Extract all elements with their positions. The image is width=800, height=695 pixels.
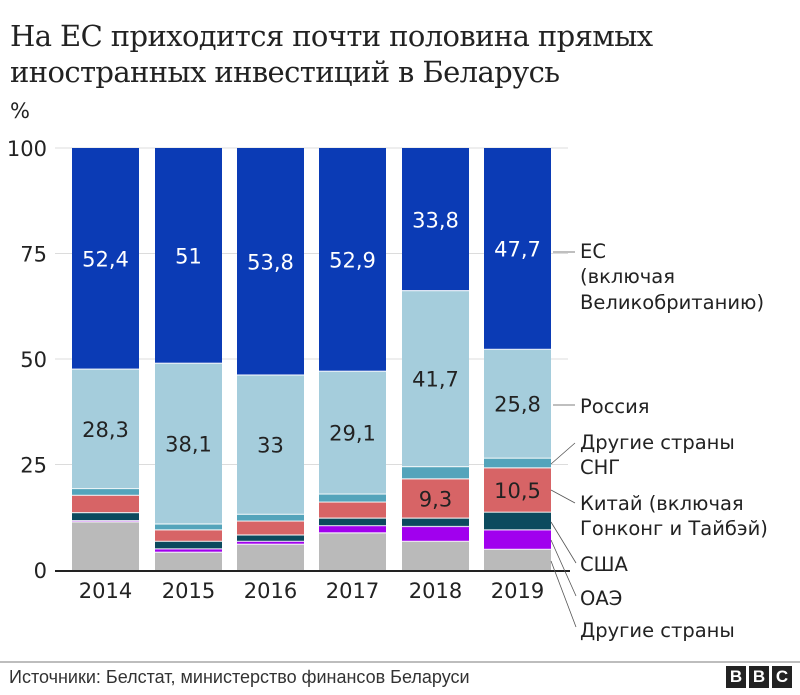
data-label: 29,1: [329, 422, 376, 446]
bar-segment: [402, 518, 469, 527]
bar-segment: [155, 541, 222, 549]
legend-label: Гонконг и Тайбэй): [580, 517, 768, 540]
data-label: 25,8: [494, 393, 541, 417]
bar-segment: [484, 349, 551, 459]
legend-label: Другие страны: [580, 619, 735, 642]
axes: 0 25 50 75 100 2014 2015 2016 2017 2018 2019: [7, 137, 570, 603]
data-label: 53,8: [247, 251, 294, 275]
x-tick-label: 2015: [162, 579, 215, 603]
bar-segment: [319, 148, 386, 372]
bar-segment: [402, 290, 469, 467]
legend-label: (включая: [580, 265, 675, 288]
legend-label: ОАЭ: [580, 587, 622, 610]
data-label: 33,8: [412, 208, 459, 232]
legend-label: США: [580, 553, 628, 576]
legend-label: Россия: [580, 395, 650, 418]
bar-segment: [237, 544, 304, 570]
legend-connector: [550, 442, 576, 465]
y-tick-label: 75: [20, 243, 47, 267]
bar-segment: [319, 494, 386, 503]
bars: [72, 148, 551, 570]
legend-label: Другие страны: [580, 431, 735, 454]
data-label: 9,3: [419, 487, 452, 511]
bar-segment: [237, 514, 304, 522]
data-label: 47,7: [494, 238, 541, 262]
bar-segment: [155, 148, 222, 364]
bar-segment: [237, 148, 304, 376]
bar-segment: [155, 524, 222, 530]
legend-label: СНГ: [580, 456, 620, 479]
x-tick-label: 2017: [326, 579, 379, 603]
legend-connector: [550, 539, 577, 597]
bar-segment: [72, 369, 139, 489]
data-label: 28,3: [82, 418, 129, 442]
data-label: 52,4: [82, 248, 129, 272]
bar-segment: [484, 512, 551, 530]
bar-segment: [402, 541, 469, 570]
legend-label: ЕС: [580, 240, 606, 263]
bar-segment: [72, 495, 139, 513]
source-note: Источники: Белстат, министерство финансо…: [9, 667, 470, 687]
legend: ЕС(включая Великобританию) Россия Другие ст…: [550, 240, 768, 642]
bar-segment: [155, 548, 222, 553]
data-label: 10,5: [494, 479, 541, 503]
legend-connector: [550, 521, 577, 564]
data-labels: 28,3 52,4 38,1 51 33 53,8 29,1 52,9 9,3 41,7 33,8 1…: [82, 208, 541, 511]
x-tick-label: 2016: [244, 579, 297, 603]
bar-segment: [319, 371, 386, 495]
bbc-logo-letter: C: [772, 666, 792, 688]
bar-segment: [72, 520, 139, 522]
footer-divider: [0, 661, 800, 663]
legend-label: Великобританию): [580, 291, 764, 314]
bar-segment: [237, 541, 304, 545]
y-tick-label: 25: [20, 454, 47, 478]
data-label: 38,1: [165, 433, 212, 457]
y-tick-label: 100: [7, 137, 47, 161]
x-tick-label: 2019: [491, 579, 544, 603]
y-tick-label: 50: [20, 348, 47, 372]
bar-segment: [155, 529, 222, 542]
bar-segment: [402, 148, 469, 291]
bar-segment: [319, 518, 386, 526]
bar-segment: [484, 549, 551, 570]
chart-title: На ЕС приходится почти половина прямых и…: [10, 19, 653, 89]
legend-label: Китай (включая: [580, 492, 744, 515]
legend-connector: [550, 560, 577, 628]
legend-connector: [550, 489, 576, 504]
bar-segment: [237, 534, 304, 542]
bar-segment: [72, 488, 139, 496]
data-label: 33: [257, 434, 284, 458]
bar-segment: [155, 552, 222, 570]
x-tick-label: 2018: [409, 579, 462, 603]
y-tick-label: 0: [34, 559, 47, 583]
bar-segment: [72, 521, 139, 570]
stacked-bar-chart: 28,3 52,4 38,1 51 33 53,8 29,1 52,9 9,3 41,7 33,8 1…: [7, 137, 768, 642]
bar-segment: [402, 466, 469, 479]
bar-segment: [237, 375, 304, 515]
bbc-logo: B B C: [726, 666, 792, 688]
x-tick-label: 2014: [79, 579, 132, 603]
bar-segment: [402, 478, 469, 519]
bar-segment: [402, 526, 469, 542]
bar-segment: [319, 525, 386, 533]
bar-segment: [72, 512, 139, 521]
gridlines: [55, 147, 568, 465]
bar-segment: [319, 502, 386, 519]
bar-segment: [237, 521, 304, 535]
bar-segment: [484, 148, 551, 350]
data-label: 51: [175, 245, 202, 269]
y-axis-unit: %: [10, 99, 30, 123]
bar-segment: [155, 363, 222, 525]
bbc-logo-letter: B: [749, 666, 769, 688]
bar-segment: [72, 148, 139, 370]
data-label: 41,7: [412, 368, 459, 392]
data-label: 52,9: [329, 249, 376, 273]
bar-segment: [319, 532, 386, 570]
bar-segment: [484, 529, 551, 550]
bar-segment: [484, 467, 551, 513]
bbc-logo-letter: B: [726, 666, 746, 688]
bar-segment: [484, 458, 551, 468]
